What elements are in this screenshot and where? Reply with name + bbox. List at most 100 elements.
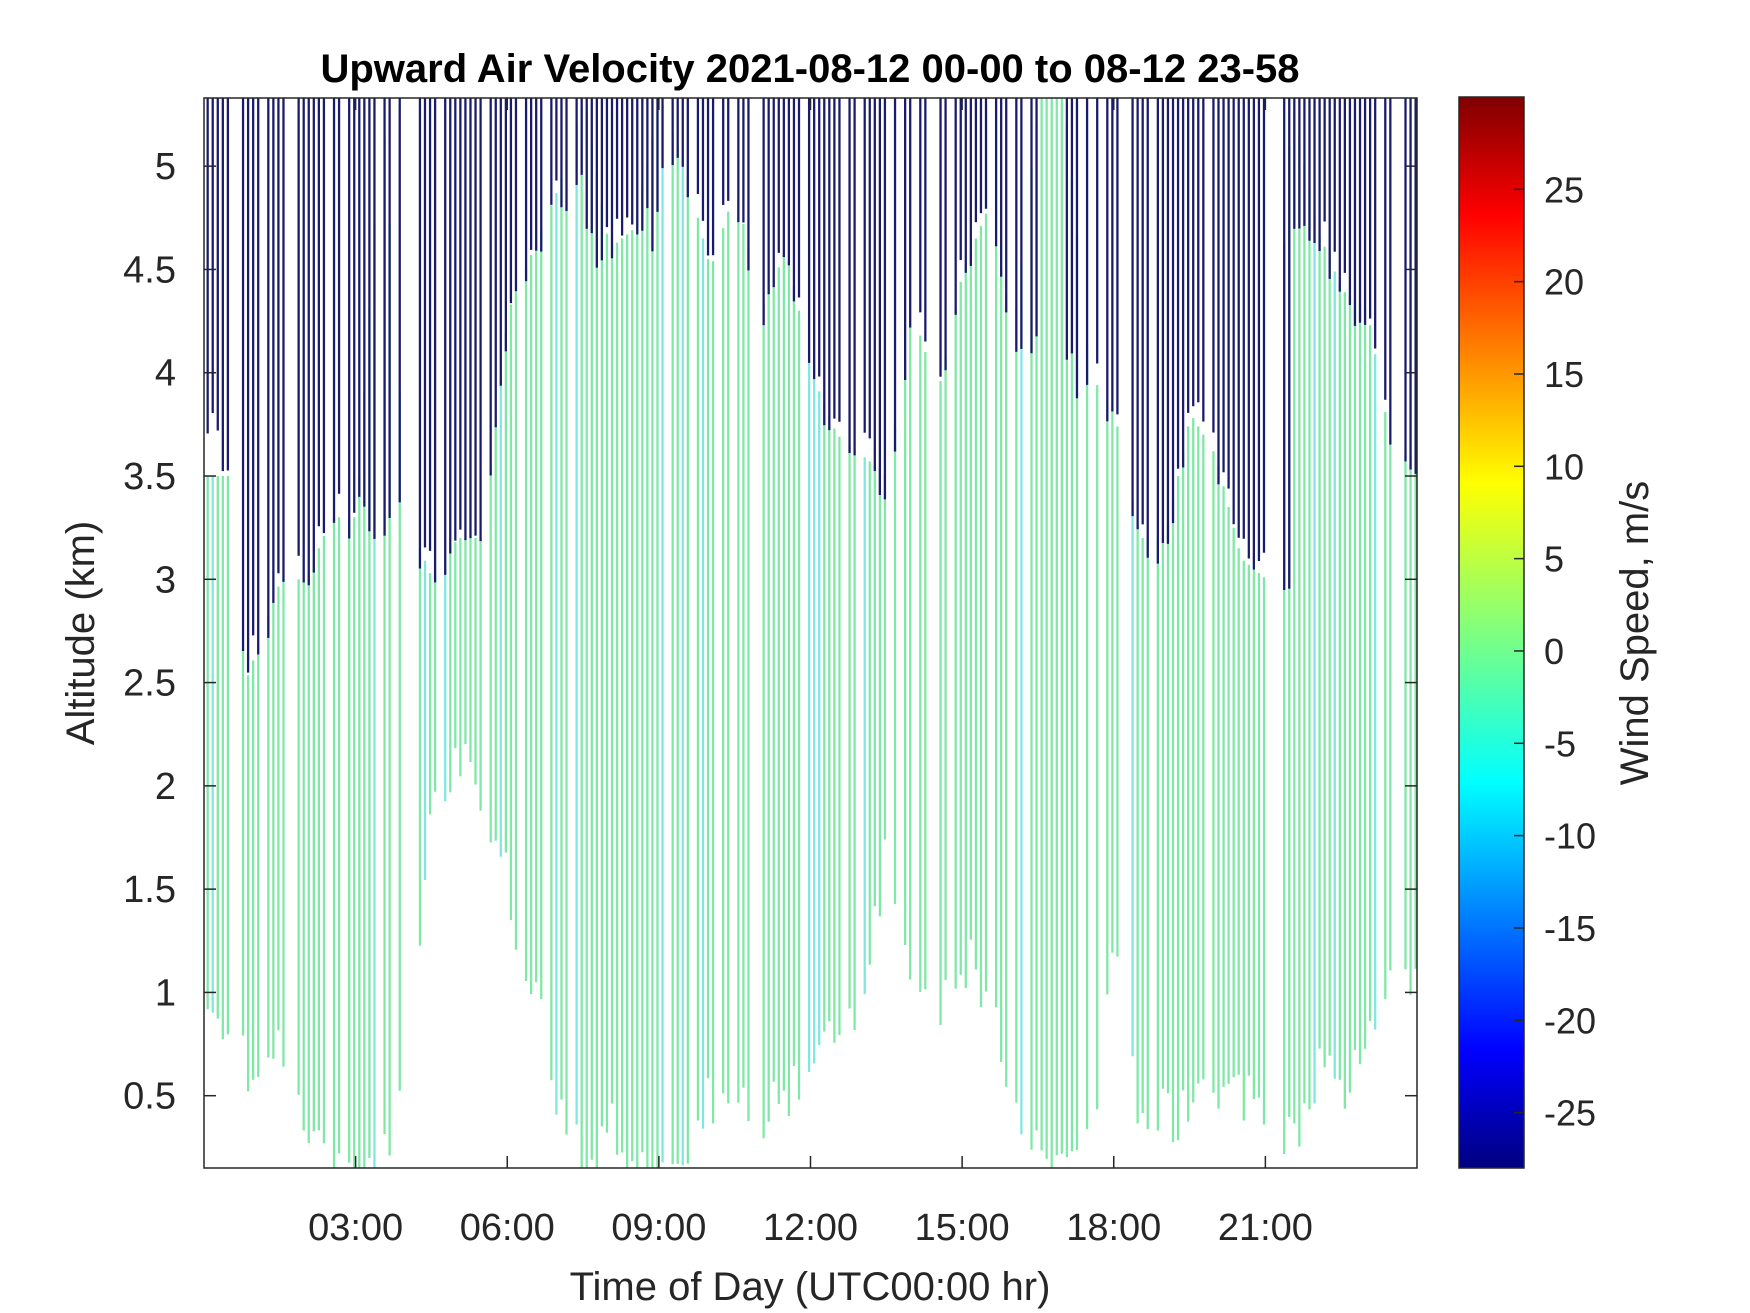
velocity-strip-strong-down bbox=[878, 98, 882, 495]
velocity-strip-near-zero bbox=[924, 352, 927, 990]
velocity-strip-strong-down bbox=[444, 98, 447, 575]
y-tick-label: 2.5 bbox=[123, 663, 176, 705]
x-tick-label: 03:00 bbox=[308, 1207, 403, 1249]
velocity-strip-strong-down bbox=[762, 98, 765, 326]
velocity-strip-strong-down bbox=[706, 98, 710, 256]
velocity-strip-near-zero bbox=[722, 228, 725, 1094]
velocity-strip-near-zero bbox=[1247, 564, 1250, 1076]
velocity-strip-strong-down bbox=[979, 98, 983, 214]
velocity-strip-strong-down bbox=[1096, 98, 1099, 364]
velocity-strip-strong-down bbox=[499, 98, 502, 386]
velocity-strip-strong-down bbox=[454, 98, 457, 541]
velocity-strip-strong-down bbox=[1141, 98, 1144, 525]
velocity-strip-near-zero bbox=[489, 469, 492, 843]
velocity-strip-near-zero bbox=[823, 403, 826, 1032]
velocity-strip-near-zero bbox=[939, 380, 942, 1026]
velocity-strip-strong-down bbox=[1247, 98, 1250, 559]
velocity-strip-near-zero bbox=[1085, 345, 1089, 1130]
velocity-strip-strong-down bbox=[1166, 98, 1170, 544]
velocity-strip-strong-down bbox=[494, 98, 497, 428]
velocity-strip-strong-down bbox=[1242, 98, 1245, 539]
velocity-strip-strong-down bbox=[529, 98, 533, 250]
velocity-strip-strong-down bbox=[696, 98, 700, 195]
velocity-strip-near-zero bbox=[1166, 525, 1170, 1094]
velocity-strip-strong-down bbox=[954, 98, 957, 315]
velocity-strip-strong-down bbox=[1000, 98, 1003, 277]
velocity-strip-near-zero bbox=[828, 416, 831, 1022]
velocity-strip-strong-down bbox=[1257, 98, 1261, 562]
velocity-strip-near-zero bbox=[767, 292, 770, 1122]
velocity-strip-near-zero bbox=[863, 457, 866, 995]
velocity-strip-near-zero bbox=[904, 360, 907, 945]
velocity-strip-strong-down bbox=[1212, 98, 1215, 433]
velocity-strip-strong-down bbox=[1298, 98, 1301, 229]
velocity-strip-strong-down bbox=[282, 98, 285, 582]
velocity-strip-near-zero bbox=[1358, 304, 1362, 1065]
velocity-strip-strong-down bbox=[1414, 98, 1417, 474]
velocity-strip-near-zero bbox=[206, 476, 209, 1010]
velocity-strip-near-zero bbox=[540, 230, 543, 999]
velocity-strip-near-zero bbox=[216, 476, 219, 1019]
velocity-strip-near-zero bbox=[252, 660, 255, 1080]
velocity-strip-strong-down bbox=[904, 98, 907, 381]
velocity-strip-near-zero bbox=[1252, 568, 1256, 1100]
velocity-strip-near-zero bbox=[590, 143, 593, 1160]
y-axis: 0.5 1 1.5 2 2.5 3 3.5 4 4.5 5 bbox=[123, 146, 1417, 1118]
velocity-strip-strong-down bbox=[1384, 98, 1387, 400]
velocity-strip-strong-down bbox=[737, 98, 740, 223]
velocity-strip-near-zero bbox=[1000, 269, 1003, 1062]
velocity-strip-near-zero bbox=[1116, 426, 1119, 957]
velocity-strip-near-zero bbox=[433, 575, 437, 792]
velocity-strip-near-zero bbox=[1257, 573, 1261, 1098]
velocity-strip-near-zero bbox=[838, 436, 841, 1035]
velocity-strip-near-zero bbox=[1353, 300, 1357, 1050]
velocity-strip-strong-down bbox=[1136, 98, 1139, 530]
velocity-strip-near-zero bbox=[1005, 294, 1008, 1087]
velocity-strip-strong-down bbox=[969, 98, 972, 266]
velocity-strip-strong-down bbox=[1303, 98, 1306, 226]
velocity-strip-near-zero bbox=[509, 304, 513, 921]
velocity-strip-strong-down bbox=[767, 98, 770, 295]
velocity-strip-strong-down bbox=[575, 98, 578, 185]
velocity-strip-near-zero bbox=[226, 476, 230, 1035]
velocity-strip-near-zero bbox=[661, 104, 664, 1163]
velocity-strip-near-zero bbox=[514, 292, 518, 950]
velocity-strip-near-zero bbox=[459, 537, 462, 777]
velocity-strip-strong-down bbox=[449, 98, 452, 554]
velocity-strip-near-zero bbox=[1262, 577, 1266, 1125]
velocity-strip-near-zero bbox=[1348, 296, 1352, 1093]
velocity-strip-near-zero bbox=[529, 254, 533, 995]
velocity-strip-strong-down bbox=[267, 98, 270, 638]
y-tick-label: 2 bbox=[155, 766, 176, 808]
y-tick-label: 4 bbox=[155, 353, 176, 395]
velocity-strip-strong-down bbox=[388, 98, 391, 518]
colorbar-label: Wind Speed, m/s bbox=[1613, 481, 1657, 786]
velocity-strip-strong-down bbox=[1030, 98, 1033, 354]
velocity-strip-near-zero bbox=[1318, 234, 1321, 1049]
velocity-strip-strong-down bbox=[337, 98, 341, 494]
velocity-strip-near-zero bbox=[474, 537, 477, 785]
velocity-strip-strong-down bbox=[1202, 98, 1205, 422]
velocity-strip-strong-down bbox=[1358, 98, 1362, 323]
velocity-strip-strong-down bbox=[1187, 98, 1190, 413]
velocity-strip-strong-down bbox=[1333, 98, 1336, 252]
heatmap-layer bbox=[206, 98, 1417, 1168]
velocity-strip-strong-down bbox=[1288, 98, 1291, 589]
velocity-strip-strong-down bbox=[974, 98, 978, 223]
velocity-strip-near-zero bbox=[964, 263, 967, 989]
velocity-strip-near-zero bbox=[787, 261, 791, 1116]
velocity-strip-strong-down bbox=[418, 98, 422, 569]
velocity-strip-strong-down bbox=[585, 98, 588, 229]
velocity-strip-near-zero bbox=[353, 517, 356, 1168]
colorbar-tick-label: -5 bbox=[1544, 723, 1576, 764]
velocity-strip-strong-down bbox=[312, 98, 315, 573]
velocity-strip-near-zero bbox=[1409, 455, 1412, 995]
velocity-strip-near-zero bbox=[656, 111, 659, 1168]
velocity-strip-near-zero bbox=[1070, 180, 1074, 1152]
velocity-strip-strong-down bbox=[868, 98, 871, 439]
velocity-strip-strong-down bbox=[1323, 98, 1326, 222]
velocity-strip-near-zero bbox=[1192, 418, 1195, 1103]
velocity-strip-near-zero bbox=[307, 573, 310, 1144]
colorbar-ticks: -25 -20 -15 -10 -5 0 5 10 15 20 25 bbox=[1514, 169, 1596, 1134]
velocity-strip-strong-down bbox=[297, 98, 300, 556]
